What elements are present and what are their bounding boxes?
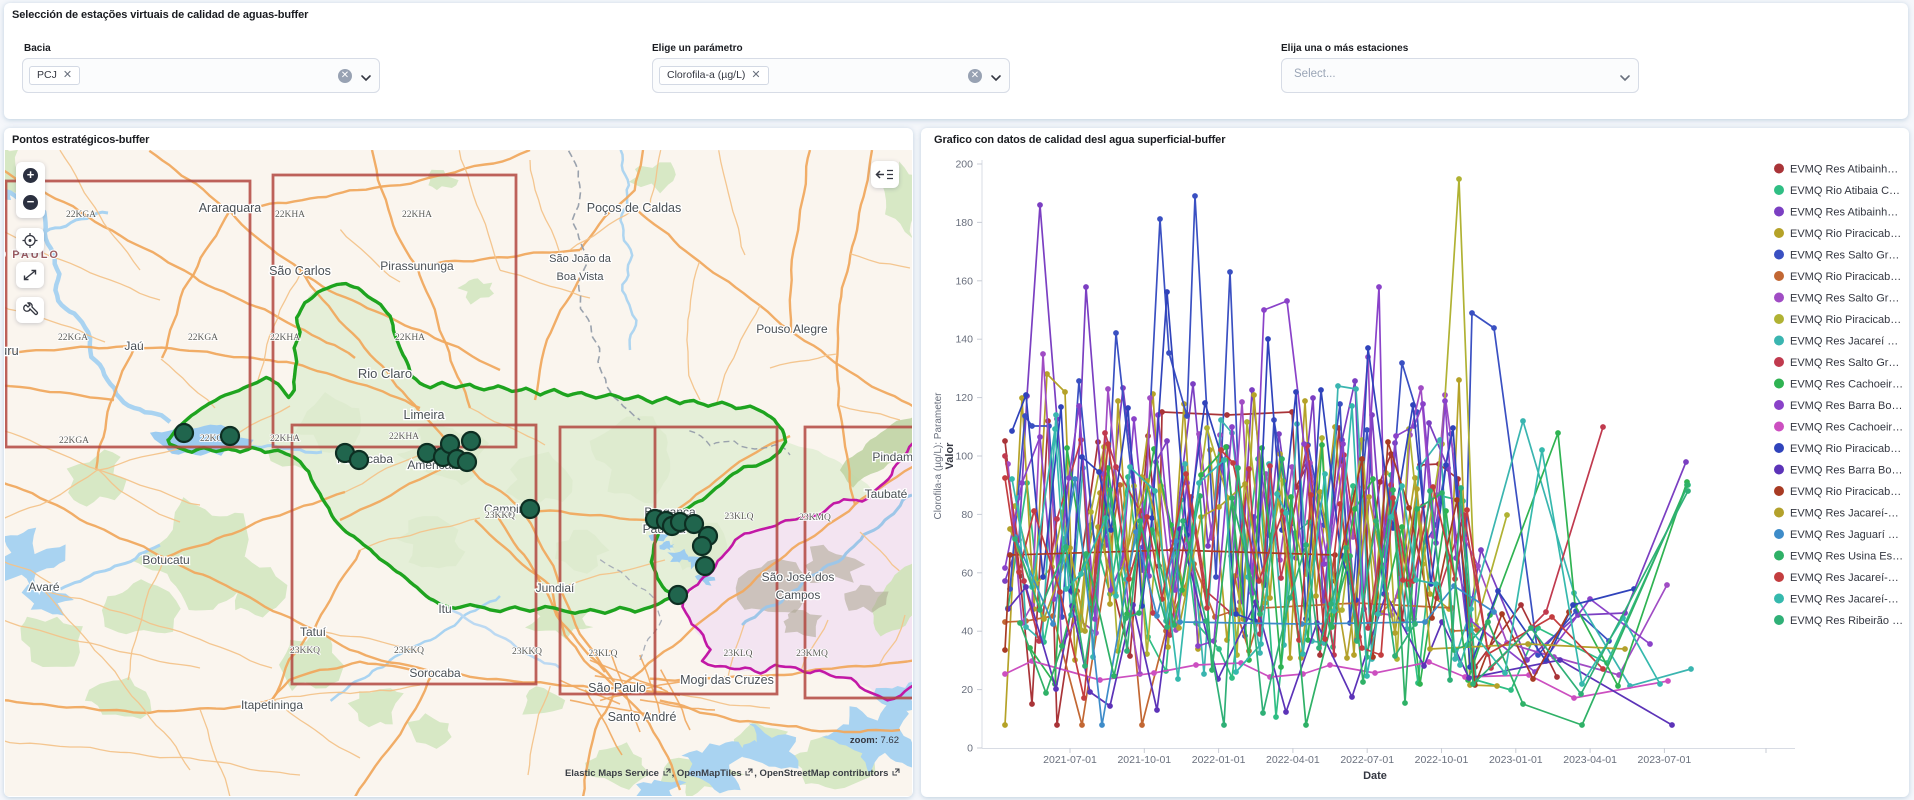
svg-text:160: 160	[955, 275, 973, 287]
svg-text:23KKQ: 23KKQ	[394, 646, 424, 656]
svg-text:Araraquara: Araraquara	[199, 201, 262, 215]
svg-text:22KGA: 22KGA	[200, 434, 230, 444]
svg-text:EVMQ Res Ribeirão …: EVMQ Res Ribeirão …	[1790, 615, 1903, 627]
svg-text:São João da: São João da	[549, 253, 612, 265]
svg-text:Tatuí: Tatuí	[300, 625, 327, 639]
svg-text:EVMQ Rio Piracicab…: EVMQ Rio Piracicab…	[1790, 443, 1901, 455]
svg-text:EVMQ Res Usina Es…: EVMQ Res Usina Es…	[1790, 550, 1903, 562]
svg-text:Clorofila-a (µg/L): Parameter: Clorofila-a (µg/L): Parameter	[933, 392, 944, 520]
svg-text:2023-04-01: 2023-04-01	[1563, 754, 1617, 766]
svg-text:EVMQ Res Barra Bo…: EVMQ Res Barra Bo…	[1790, 464, 1902, 476]
svg-text:São José dos: São José dos	[762, 570, 835, 584]
svg-text:EVMQ Res Jaguarí …: EVMQ Res Jaguarí …	[1790, 529, 1899, 541]
svg-text:Mogi das Cruzes: Mogi das Cruzes	[680, 673, 774, 687]
svg-text:EVMQ Res Jacareí …: EVMQ Res Jacareí …	[1790, 335, 1898, 347]
svg-text:22KGA: 22KGA	[188, 333, 218, 343]
svg-text:2023-07-01: 2023-07-01	[1638, 754, 1692, 766]
svg-text:2023-01-01: 2023-01-01	[1489, 754, 1543, 766]
svg-text:EVMQ Res Salto Gr…: EVMQ Res Salto Gr…	[1790, 249, 1899, 261]
svg-text:2022-07-01: 2022-07-01	[1340, 754, 1394, 766]
svg-text:Pouso Alegre: Pouso Alegre	[756, 322, 828, 336]
svg-text:22KGA: 22KGA	[66, 210, 96, 220]
svg-text:22KHA: 22KHA	[270, 333, 300, 343]
svg-text:EVMQ Res Barra Bo…: EVMQ Res Barra Bo…	[1790, 400, 1902, 412]
svg-text:EVMQ Res Atibainh…: EVMQ Res Atibainh…	[1790, 163, 1898, 175]
svg-text:180: 180	[955, 217, 973, 229]
svg-text:200: 200	[955, 159, 973, 171]
svg-text:2021-10-01: 2021-10-01	[1117, 754, 1171, 766]
svg-text:Sorocaba: Sorocaba	[409, 666, 461, 680]
svg-text:23KMQ: 23KMQ	[799, 513, 831, 523]
svg-text:EVMQ Res Cachoeir…: EVMQ Res Cachoeir…	[1790, 421, 1903, 433]
svg-text:São Carlos: São Carlos	[269, 264, 331, 278]
svg-text:Itapetininga: Itapetininga	[241, 698, 303, 712]
svg-text:2022-04-01: 2022-04-01	[1266, 754, 1320, 766]
svg-text:São Paulo: São Paulo	[588, 681, 646, 695]
svg-text:EVMQ Rio Piracicab…: EVMQ Rio Piracicab…	[1790, 271, 1901, 283]
svg-text:Santo André: Santo André	[608, 710, 677, 724]
svg-text:EVMQ Rio Atibaia C…: EVMQ Rio Atibaia C…	[1790, 185, 1900, 197]
svg-text:Taubaté: Taubaté	[865, 487, 908, 501]
svg-text:Date: Date	[1363, 770, 1387, 782]
svg-text:23KLQ: 23KLQ	[724, 512, 753, 522]
svg-text:60: 60	[961, 567, 973, 579]
svg-text:20: 20	[961, 684, 973, 696]
svg-text:80: 80	[961, 509, 973, 521]
svg-text:Avaré: Avaré	[28, 580, 59, 594]
svg-text:EVMQ Res Salto Gr…: EVMQ Res Salto Gr…	[1790, 292, 1899, 304]
svg-text:22KHA: 22KHA	[270, 434, 300, 444]
svg-text:EVMQ Res Atibainh…: EVMQ Res Atibainh…	[1790, 206, 1898, 218]
svg-text:EVMQ Res Cachoeir…: EVMQ Res Cachoeir…	[1790, 378, 1903, 390]
svg-text:22KHA: 22KHA	[275, 210, 305, 220]
svg-text:120: 120	[955, 392, 973, 404]
svg-text:23KKQ: 23KKQ	[512, 647, 542, 657]
svg-text:22KHA: 22KHA	[395, 333, 425, 343]
svg-text:100: 100	[955, 451, 973, 463]
svg-text:EVMQ Res Jacareí-…: EVMQ Res Jacareí-…	[1790, 572, 1899, 584]
svg-text:EVMQ Rio Piracicab…: EVMQ Rio Piracicab…	[1790, 314, 1901, 326]
svg-text:Pirassununga: Pirassununga	[380, 259, 454, 273]
svg-text:22KGA: 22KGA	[59, 436, 89, 446]
svg-text:23KKQ: 23KKQ	[290, 646, 320, 656]
svg-text:Botucatu: Botucatu	[142, 553, 189, 567]
svg-text:EVMQ Res Jacareí-…: EVMQ Res Jacareí-…	[1790, 507, 1899, 519]
svg-text:23KLQ: 23KLQ	[723, 649, 752, 659]
svg-text:2021-07-01: 2021-07-01	[1043, 754, 1097, 766]
svg-text:Limeira: Limeira	[404, 408, 445, 422]
svg-text:23KLQ: 23KLQ	[588, 649, 617, 659]
svg-text:Boa Vista: Boa Vista	[557, 271, 605, 283]
svg-text:Poços de Caldas: Poços de Caldas	[587, 201, 682, 215]
svg-text:EVMQ Rio Piracicab…: EVMQ Rio Piracicab…	[1790, 228, 1901, 240]
svg-text:Jundiaí: Jundiaí	[536, 581, 575, 595]
svg-text:22KGA: 22KGA	[58, 333, 88, 343]
svg-text:EVMQ Res Salto Gr…: EVMQ Res Salto Gr…	[1790, 357, 1899, 369]
svg-text:Jaú: Jaú	[124, 339, 143, 353]
svg-text:Rio Claro: Rio Claro	[358, 366, 412, 381]
svg-text:Itu: Itu	[438, 602, 451, 616]
svg-text:Valor: Valor	[944, 442, 956, 470]
svg-text:23KMQ: 23KMQ	[796, 649, 828, 659]
svg-text:uru: uru	[5, 343, 19, 358]
svg-text:22KHA: 22KHA	[402, 210, 432, 220]
svg-text:140: 140	[955, 334, 973, 346]
svg-text:23KKQ: 23KKQ	[485, 511, 515, 521]
svg-text:0: 0	[967, 743, 973, 755]
svg-text:Pindamor: Pindamor	[872, 450, 912, 464]
svg-text:EVMQ Res Jacareí-…: EVMQ Res Jacareí-…	[1790, 593, 1899, 605]
svg-text:22KHA: 22KHA	[389, 432, 419, 442]
svg-text:EVMQ Rio Piracicab…: EVMQ Rio Piracicab…	[1790, 486, 1901, 498]
svg-text:Campos: Campos	[776, 588, 821, 602]
svg-text:40: 40	[961, 626, 973, 638]
svg-text:2022-01-01: 2022-01-01	[1192, 754, 1246, 766]
svg-text:2022-10-01: 2022-10-01	[1415, 754, 1469, 766]
